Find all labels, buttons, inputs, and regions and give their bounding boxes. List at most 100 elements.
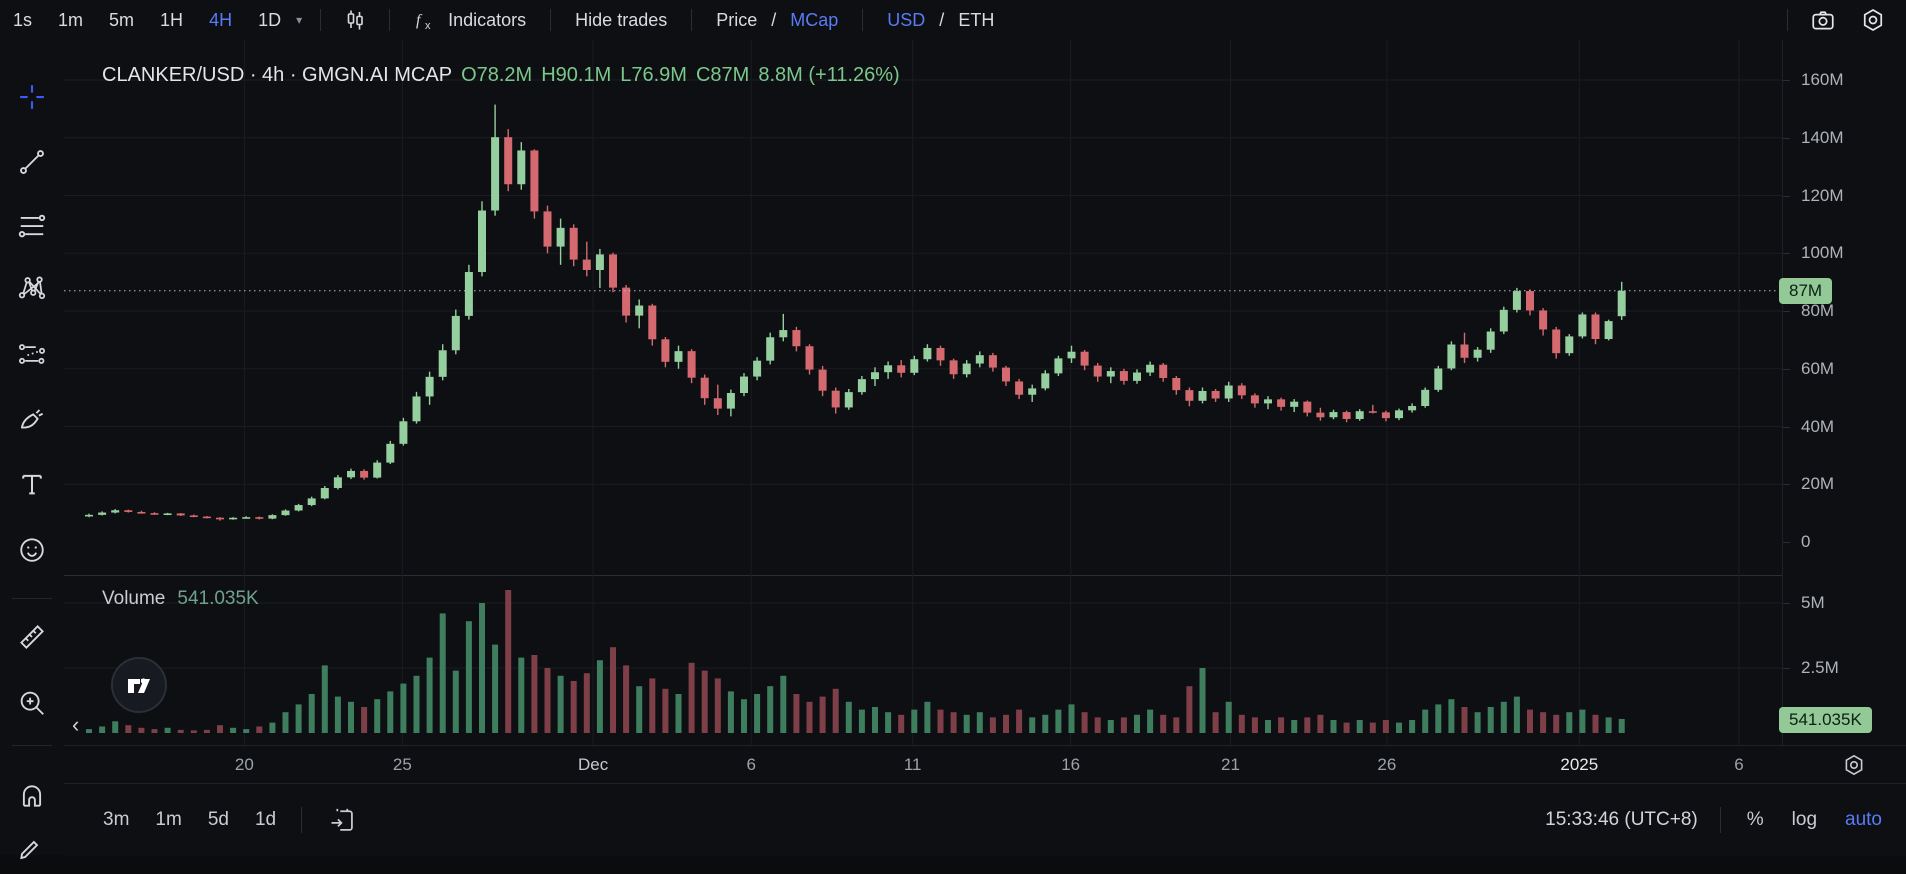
candle-body: [373, 462, 382, 478]
range-3m-button[interactable]: 3m: [103, 809, 130, 830]
price-option[interactable]: Price: [716, 9, 758, 30]
chart-type-button[interactable]: [331, 8, 379, 32]
axis-tick: [1783, 603, 1790, 604]
fib-retracement-tool[interactable]: [10, 204, 54, 248]
timeframe-1h[interactable]: 1H: [160, 9, 184, 30]
hide-trades-label[interactable]: Hide trades: [575, 9, 668, 30]
candle-body: [464, 272, 473, 316]
chart-settings-button[interactable]: [1848, 7, 1898, 33]
volume-bar: [164, 727, 171, 733]
timeframe-4h[interactable]: 4H: [209, 9, 233, 30]
time-axis[interactable]: 20 25 Dec 6 11 16 21 26 2025 6: [64, 745, 1906, 784]
go-to-date-button[interactable]: [314, 806, 370, 834]
magnet-tool[interactable]: [10, 773, 54, 817]
forecast-tool[interactable]: [10, 332, 54, 376]
chart-area[interactable]: CLANKER/USD · 4h · GMGN.AI MCAP O78.2M H90…: [64, 40, 1782, 745]
candle-body: [1224, 385, 1233, 399]
volume-bar: [426, 657, 433, 733]
price-axis-label: 160M: [1801, 70, 1844, 89]
mcap-option[interactable]: MCap: [790, 9, 839, 30]
volume-bar: [636, 686, 643, 733]
timeframe-1m[interactable]: 1m: [58, 9, 84, 30]
text-tool[interactable]: [10, 462, 54, 506]
usd-eth-toggle[interactable]: USD / ETH: [873, 10, 1008, 31]
volume-bar: [1068, 704, 1075, 733]
trend-line-tool[interactable]: [10, 140, 54, 184]
volume-bar: [138, 727, 145, 733]
volume-bar: [1553, 714, 1560, 733]
candle-body: [1211, 390, 1220, 399]
percent-scale-button[interactable]: %: [1746, 809, 1764, 830]
volume-bar: [1422, 709, 1429, 733]
emoji-tool[interactable]: [10, 528, 54, 572]
volume-bar: [243, 729, 250, 733]
candle-body: [360, 470, 369, 478]
indicators-label[interactable]: Indicators: [448, 9, 527, 30]
candle-body: [1552, 329, 1561, 354]
svg-text:x: x: [425, 20, 431, 31]
volume-bar: [465, 621, 472, 733]
measure-tool[interactable]: [10, 615, 54, 659]
settings-gear-icon: [1845, 754, 1863, 776]
candle-body: [1526, 291, 1534, 311]
price-mcap-toggle[interactable]: Price / MCap: [702, 10, 852, 31]
volume-bar: [610, 647, 616, 733]
auto-scale-button[interactable]: auto: [1845, 809, 1882, 830]
candle-body: [1381, 412, 1390, 419]
hide-trades-button[interactable]: Hide trades: [561, 10, 681, 31]
candle-body: [1041, 373, 1050, 389]
candle-body: [386, 443, 395, 463]
volume-chart-canvas[interactable]: [64, 575, 1782, 745]
range-1m-button[interactable]: 1m: [155, 809, 182, 830]
volume-bar: [1055, 709, 1062, 733]
price-chart-canvas[interactable]: [64, 40, 1782, 575]
usd-option[interactable]: USD: [887, 9, 926, 30]
brush-tool[interactable]: [10, 398, 54, 442]
candle-body: [936, 347, 945, 361]
xabcd-pattern-tool[interactable]: [10, 267, 54, 311]
indicators-button[interactable]: f x Indicators: [400, 9, 540, 32]
volume-bar: [1500, 701, 1507, 733]
timeframe-5m[interactable]: 5m: [109, 9, 135, 30]
collapse-panel-chevron[interactable]: ‹: [72, 712, 80, 737]
crosshair-tool[interactable]: [10, 75, 54, 119]
log-scale-button[interactable]: log: [1791, 809, 1818, 830]
candle-body: [1342, 412, 1351, 419]
volume-bar: [911, 709, 918, 733]
zoom-in-tool[interactable]: [10, 681, 54, 725]
clock-readout[interactable]: 15:33:46 (UTC+8): [1545, 809, 1698, 830]
volume-bar: [1251, 717, 1258, 733]
timeframe-1s[interactable]: 1s: [13, 9, 33, 30]
time-axis-label: 16: [1061, 755, 1081, 774]
volume-bar: [1618, 718, 1625, 733]
volume-bar: [217, 725, 223, 733]
range-5d-button[interactable]: 5d: [207, 809, 229, 830]
candle-body: [831, 390, 840, 408]
candle-body: [857, 379, 866, 393]
slash-separator: /: [771, 9, 777, 30]
volume-bar: [937, 709, 944, 733]
candle-body: [1499, 309, 1508, 332]
candle-body: [988, 355, 997, 368]
candle-body: [871, 372, 879, 380]
candle-body: [1015, 381, 1024, 395]
candle-body: [1355, 411, 1364, 419]
eth-option[interactable]: ETH: [958, 9, 995, 30]
volume-bar: [492, 644, 499, 733]
xabcd-pattern-icon: [18, 276, 46, 299]
volume-bar: [832, 688, 839, 733]
range-1d-button[interactable]: 1d: [254, 809, 277, 830]
axis-settings-button[interactable]: [1842, 753, 1866, 777]
edit-pencil-tool[interactable]: [10, 830, 54, 874]
volume-bar: [230, 727, 237, 733]
screenshot-button[interactable]: [1798, 7, 1848, 33]
candle-body: [1539, 310, 1548, 330]
timeframe-1d[interactable]: 1D: [258, 9, 282, 30]
bottom-toolbar: 3m 1m 5d 1d 15:33:46 (UTC+8) % log auto: [64, 783, 1906, 856]
tradingview-logo[interactable]: [111, 657, 167, 713]
price-axis[interactable]: 160M 140M 120M 100M 80M 60M 40M 20M 0 5M 2.5M 87M 54…: [1779, 40, 1906, 745]
chevron-down-icon[interactable]: ▾: [296, 13, 303, 27]
volume-bar: [1212, 712, 1219, 733]
pane-divider[interactable]: [64, 575, 1782, 576]
text-icon: [22, 474, 42, 495]
